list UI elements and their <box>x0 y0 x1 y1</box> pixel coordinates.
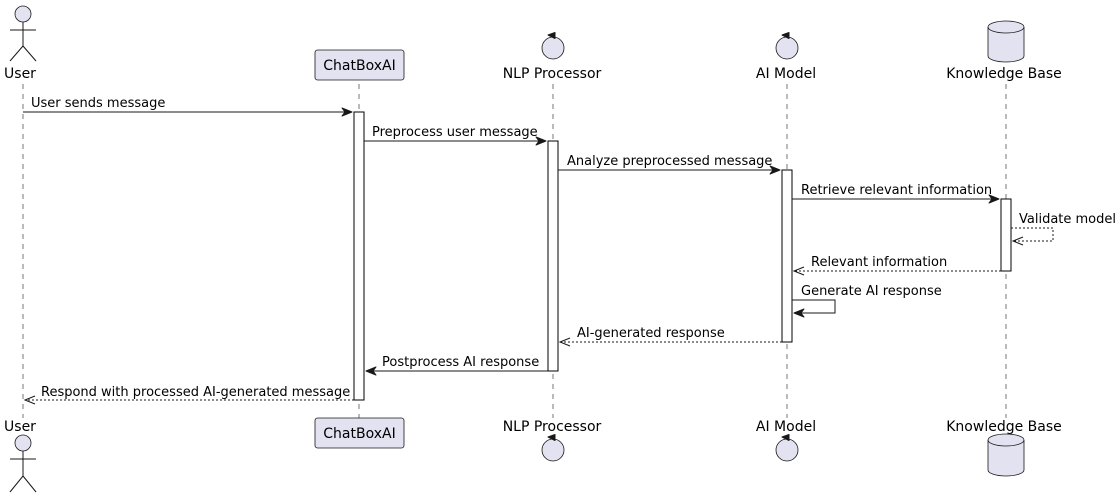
message-2: Preprocess user message <box>364 125 547 146</box>
message-label: Relevant information <box>811 255 947 270</box>
control-icon <box>775 438 799 462</box>
control-icon <box>541 438 565 462</box>
participant-label-ai-model: AI Model <box>756 419 816 435</box>
participant-chatboxai-bottom: ChatBoxAI <box>314 417 405 449</box>
message-5: Validate model <box>1011 212 1116 246</box>
message-3: Analyze preprocessed message <box>558 154 781 175</box>
arrowhead-icon <box>341 107 353 117</box>
actor-user-bottom: User <box>4 419 37 493</box>
message-label: Respond with processed AI-generated mess… <box>41 385 350 400</box>
message-8: AI-generated response <box>558 326 782 347</box>
participant-label-chatboxai: ChatBoxAI <box>323 58 395 74</box>
message-4: Retrieve relevant information <box>792 183 1000 204</box>
actor-head-icon <box>14 434 32 452</box>
message-label: AI-generated response <box>577 326 725 341</box>
participant-nlp-processor-top: NLP Processor <box>503 32 602 82</box>
actor-user-top: User <box>4 5 37 82</box>
participant-chatboxai-top: ChatBoxAI <box>314 49 405 81</box>
arrowhead-icon <box>792 266 805 276</box>
participant-box <box>314 417 405 449</box>
activation-knowledge-base <box>1000 198 1012 272</box>
participant-ai-model-bottom: AI Model <box>756 419 816 462</box>
arrowhead-icon <box>1011 236 1024 246</box>
database-icon <box>987 440 1025 477</box>
participant-label-chatboxai: ChatBoxAI <box>323 426 395 442</box>
message-label: Analyze preprocessed message <box>567 154 772 169</box>
participant-knowledge-base-bottom: Knowledge Base <box>946 419 1062 477</box>
participant-label-knowledge-base: Knowledge Base <box>946 66 1062 82</box>
control-arrow-icon <box>547 434 556 441</box>
message-9: Postprocess AI response <box>365 355 548 376</box>
message-label: Retrieve relevant information <box>801 183 992 198</box>
activation-chatboxai <box>353 111 365 401</box>
database-icon <box>987 27 1025 63</box>
message-10: Respond with processed AI-generated mess… <box>23 385 354 405</box>
participant-label-ai-model: AI Model <box>756 66 816 82</box>
participant-label-user: User <box>4 419 36 435</box>
participant-nlp-processor-bottom: NLP Processor <box>503 419 602 462</box>
arrowhead-icon <box>769 165 781 175</box>
actor-head-icon <box>14 5 32 23</box>
arrowhead-icon <box>535 136 547 146</box>
arrowhead-icon <box>23 395 36 405</box>
participant-label-nlp-processor: NLP Processor <box>503 419 602 435</box>
control-icon <box>541 36 565 60</box>
participant-label-nlp-processor: NLP Processor <box>503 66 602 82</box>
message-label: User sends message <box>31 96 165 111</box>
message-7: Generate AI response <box>792 284 942 318</box>
control-arrow-icon <box>781 32 790 39</box>
arrowhead-icon <box>558 337 571 347</box>
message-1: User sends message <box>23 96 353 117</box>
message-label: Postprocess AI response <box>382 355 539 370</box>
participant-knowledge-base-top: Knowledge Base <box>946 20 1062 82</box>
control-icon <box>775 36 799 60</box>
arrowhead-icon <box>988 194 1000 204</box>
participant-label-user: User <box>4 66 36 82</box>
participant-ai-model-top: AI Model <box>756 32 816 82</box>
message-label: Preprocess user message <box>372 125 538 140</box>
arrowhead-icon <box>793 308 805 318</box>
arrowhead-icon <box>365 366 377 376</box>
participant-box <box>314 49 405 81</box>
message-6: Relevant information <box>792 255 1001 276</box>
message-label: Validate model <box>1019 212 1116 227</box>
message-label: Generate AI response <box>801 284 942 299</box>
control-arrow-icon <box>781 434 790 441</box>
activation-nlp-processor <box>547 140 559 372</box>
control-arrow-icon <box>547 32 556 39</box>
participant-label-knowledge-base: Knowledge Base <box>946 419 1062 435</box>
activation-ai-model <box>781 169 793 343</box>
